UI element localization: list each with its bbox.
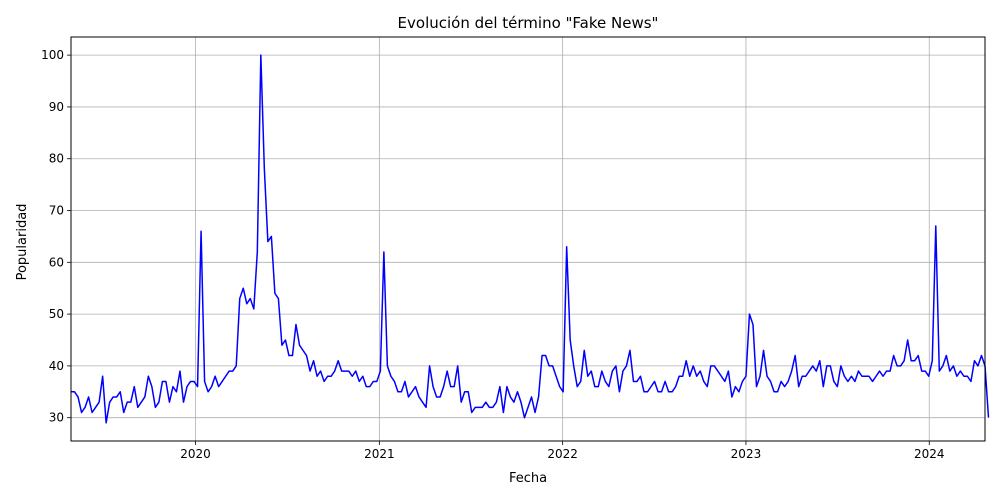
y-tick-label: 30	[49, 411, 64, 425]
y-axis-label: Popularidad	[15, 204, 30, 281]
x-axis-label: Fecha	[509, 471, 547, 486]
x-tick-label: 2020	[180, 447, 211, 461]
x-tick-label: 2023	[731, 447, 762, 461]
x-tick-label: 2022	[547, 447, 578, 461]
y-tick-label: 50	[49, 307, 64, 321]
series-layer	[71, 54, 990, 424]
x-tick-label: 2021	[364, 447, 395, 461]
x-tick-label: 2024	[914, 447, 945, 461]
series-line	[71, 54, 990, 424]
plot-frame	[70, 36, 986, 442]
y-tick-label: 60	[49, 255, 64, 269]
x-axis: 2020 2021 2022 2023 2024	[180, 441, 945, 461]
y-tick-label: 80	[49, 152, 64, 166]
y-tick-label: 40	[49, 359, 64, 373]
y-tick-label: 100	[41, 48, 64, 62]
y-axis: 30 40 50 60 70 80 90 100	[41, 48, 71, 425]
chart-title: Evolución del término "Fake News"	[398, 14, 659, 32]
y-tick-label: 70	[49, 204, 64, 218]
y-tick-label: 90	[49, 100, 64, 114]
grid	[71, 37, 985, 441]
